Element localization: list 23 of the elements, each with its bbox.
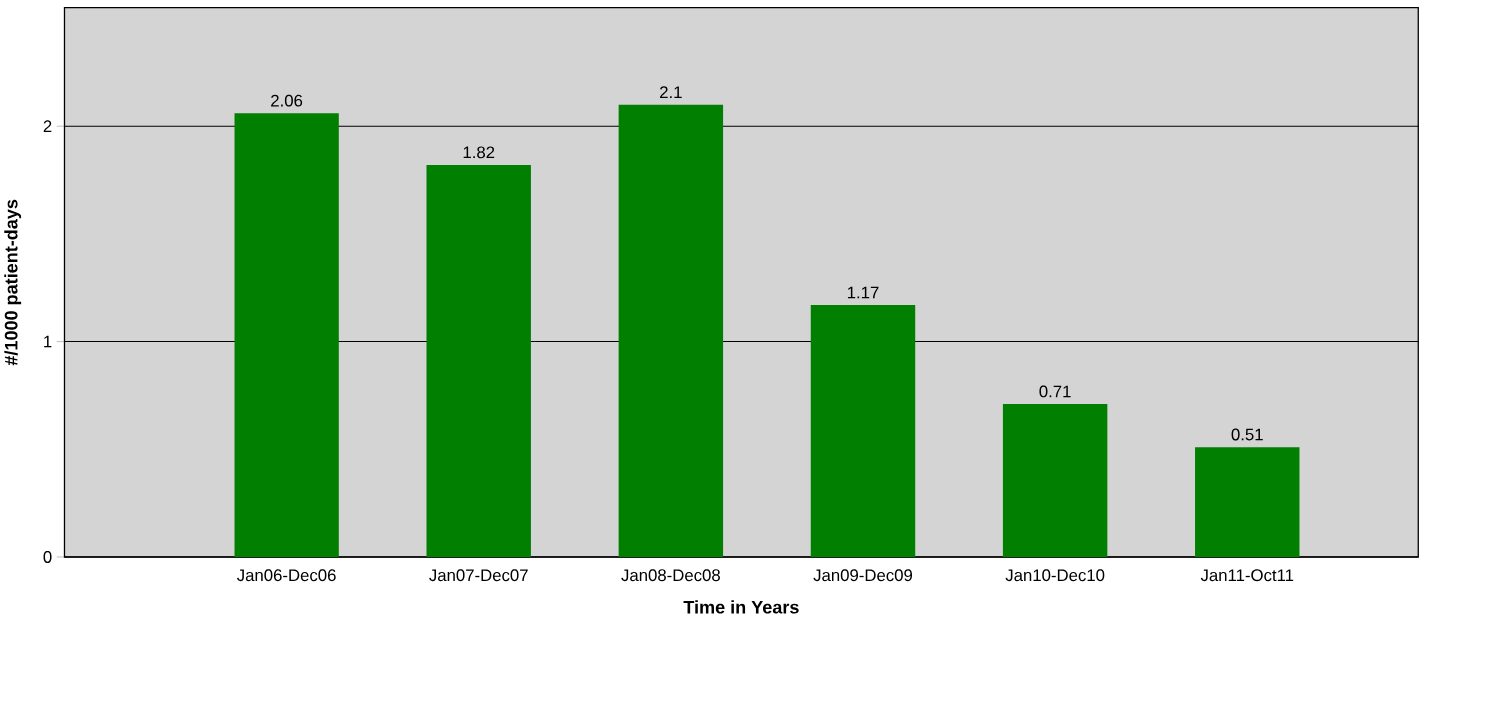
x-tick-label: Jan09-Dec09: [813, 569, 913, 581]
x-tick-label: Jan06-Dec06: [237, 569, 336, 581]
x-tick-label: Jan07-Dec07: [429, 569, 528, 581]
x-tick-label: Jan10-Dec10: [1005, 569, 1105, 581]
bar: [234, 113, 339, 557]
data-label: 2.1: [660, 86, 682, 98]
bar: [810, 304, 916, 557]
y-tick-label: 1: [44, 335, 52, 348]
data-label: 1.82: [463, 146, 495, 159]
bar: [618, 104, 724, 557]
data-label: 1.17: [847, 286, 879, 299]
y-tick-label: 2: [43, 120, 52, 132]
x-tick-label: Jan11-Oct11: [1200, 569, 1294, 581]
y-axis-title: #/1000 patient-days: [4, 199, 22, 366]
bar: [1195, 446, 1300, 557]
bar: [1002, 403, 1108, 557]
x-tick-label: Jan08-Dec08: [621, 569, 720, 581]
x-axis-title: Time in Years: [683, 600, 799, 614]
bar: [426, 164, 531, 557]
data-label: 0.71: [1039, 385, 1071, 398]
data-label: 0.51: [1231, 428, 1263, 441]
y-tick-label: 0: [43, 550, 52, 563]
data-label: 2.06: [271, 94, 303, 107]
